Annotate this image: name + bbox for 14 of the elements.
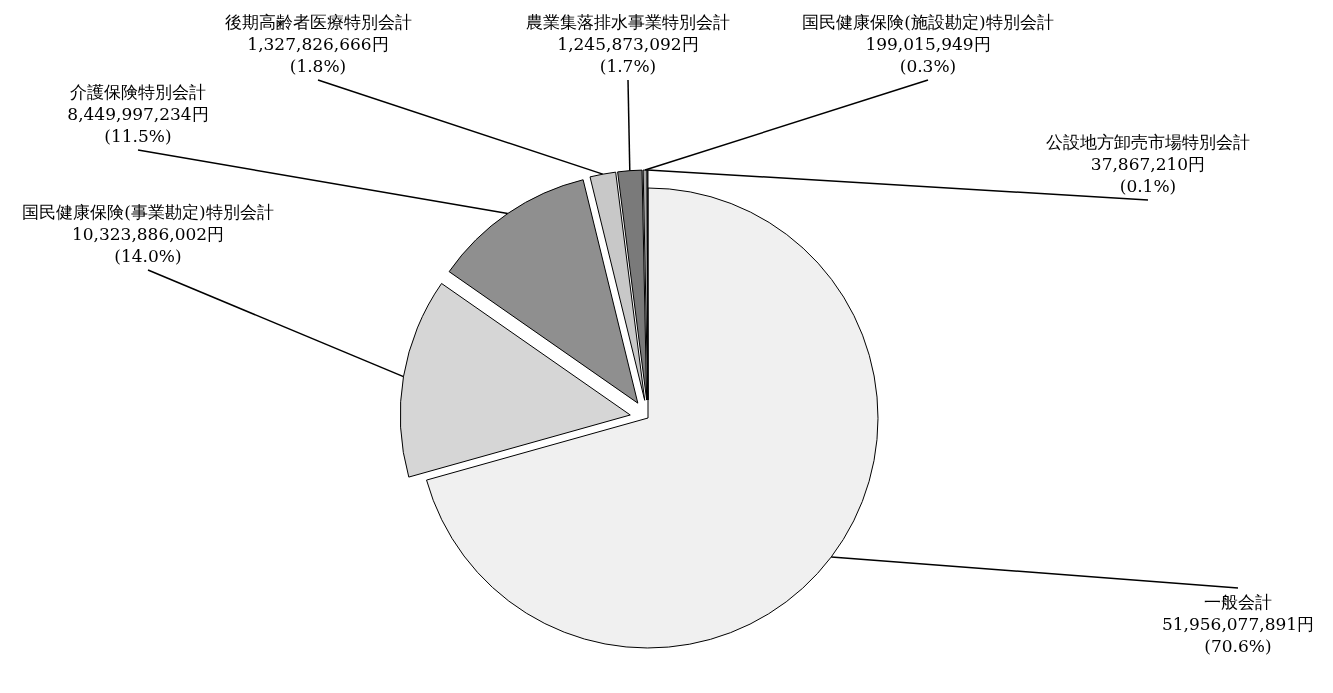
data-label: 37,867,210円 (0.1%): [1090, 154, 1206, 196]
data-label: 199,015,949円 (0.3%): [865, 34, 991, 76]
slice-label: 介護保険特別会計: [70, 82, 206, 102]
slice-label: 農業集落排水事業特別会計: [526, 12, 730, 32]
slice-label: 後期高齢者医療特別会計: [224, 12, 412, 32]
slice-label: 国民健康保険(事業勘定)特別会計: [22, 202, 274, 222]
slice-label: 一般会計: [1204, 592, 1272, 612]
slice-label: 国民健康保険(施設勘定)特別会計: [802, 12, 1054, 32]
data-label: 1,245,873,092円 (1.7%): [557, 34, 699, 76]
data-label: 51,956,077,891円 (70.6%): [1161, 614, 1315, 656]
data-label: 8,449,997,234円 (11.5%): [67, 104, 209, 146]
slice-label: 公設地方卸売市場特別会計: [1046, 132, 1250, 152]
data-label: 10,323,886,002円 (14.0%): [71, 224, 225, 266]
data-label: 1,327,826,666円 (1.8%): [247, 34, 389, 76]
